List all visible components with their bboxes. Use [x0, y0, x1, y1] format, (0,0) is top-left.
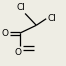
- Text: Cl: Cl: [17, 3, 26, 12]
- Text: Cl: Cl: [48, 14, 56, 23]
- Text: O: O: [14, 48, 21, 57]
- Text: O: O: [2, 29, 9, 38]
